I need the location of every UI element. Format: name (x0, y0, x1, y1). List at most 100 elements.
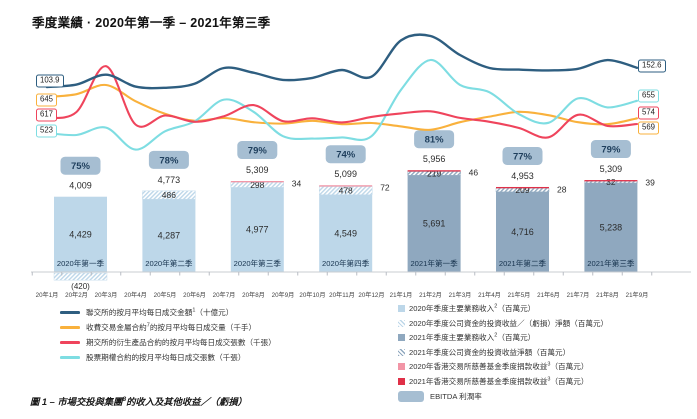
page-title: 季度業績 · 2020年第一季 – 2021年第三季 (32, 16, 271, 30)
month-label: 20年9月 (272, 291, 295, 299)
ebitda-badge (502, 146, 543, 165)
legend-bar-item-hatch2020: 2020年季度公司資金的投資收益／（虧損）淨額（百萬元） (398, 318, 608, 329)
quarter-label: 2020年第三季 (234, 258, 282, 268)
quarter-label: 2020年第一季 (57, 258, 105, 268)
month-label: 21年2月 (419, 291, 442, 299)
month-label: 20年5月 (154, 291, 177, 299)
sehk-line-swatch (60, 311, 80, 314)
endpoint-value-options: 523 (36, 124, 58, 138)
ebitda-margin-value: 77% (513, 151, 533, 162)
ebitda-badge (237, 141, 278, 160)
line-lme (45, 83, 639, 131)
core-revenue-value: 4,549 (334, 228, 357, 238)
ebitda-badge (325, 145, 366, 164)
investment-value: 486 (162, 190, 176, 200)
month-label: 20年3月 (95, 291, 118, 299)
endpoint-value-lme: 645 (36, 93, 58, 107)
legend-label: 2021年季度主要業務收入2（百萬元） (409, 332, 536, 343)
month-label: 21年4月 (478, 291, 501, 299)
ebitda-margin-value: 78% (159, 155, 179, 166)
investment-value: 298 (250, 180, 264, 190)
month-label: 21年9月 (626, 291, 649, 299)
legend-bar-item-solid2021: 2021年季度主要業務收入2（百萬元） (398, 332, 608, 343)
month-label: 20年6月 (183, 291, 206, 299)
donation-value: 34 (292, 179, 302, 189)
legend-line-item-lme: 收費交易金屬合約7的按月平均每日成交量（千手） (60, 322, 276, 333)
core-revenue-value: 4,716 (511, 227, 534, 237)
ebitda-margin-value: 75% (71, 161, 91, 172)
quarter-label: 2020年第四季 (322, 258, 370, 268)
line-options (45, 58, 639, 151)
quarter-label: 2021年第三季 (587, 258, 635, 268)
core-revenue-value: 5,238 (600, 222, 623, 232)
ebitda-margin-value: 79% (248, 146, 268, 157)
donation-value: 28 (557, 184, 567, 194)
endpoint-value-sehk: 103.9 (36, 74, 64, 88)
legend-bar-item-red: 2021年香港交易所慈善基金季度捐款收益3（百萬元） (398, 376, 608, 387)
month-label: 20年1月 (36, 291, 59, 299)
legend-bar-item-ebitda: EBITDA 利潤率 (398, 390, 608, 402)
legend-line-item-options: 股票期權合約的按月平均每日成交張數（千張） (60, 352, 276, 363)
legend-line-item-futures: 期交所的衍生產品合約的按月平均每日成交張數（千張） (60, 337, 276, 348)
legend-label: 2020年香港交易所慈善基金季度捐款收益3（百萬元） (409, 361, 589, 372)
legend-label: 聯交所的按月平均每日成交金額1（十億元） (86, 307, 234, 317)
donation-value: 39 (645, 178, 655, 188)
total-revenue-value: 5,956 (423, 154, 446, 164)
quarter-bar-6: 209 28 4,716 4,953 77% 2021年第二季 (495, 146, 567, 272)
ebitda-margin-value: 74% (336, 150, 356, 161)
investment-value: 32 (606, 177, 616, 187)
total-revenue-value: 4,773 (158, 175, 181, 185)
legend-label: 2020年季度主要業務收入2（百萬元） (409, 303, 536, 313)
month-label: 20年10月 (299, 291, 325, 299)
ebitda-badge (148, 150, 189, 169)
market-activity-chart: (420) 4,429 4,009 75% 2020年第一季 486 4,287 4,773 7… (31, 33, 691, 299)
pink-swatch (398, 363, 405, 371)
donation-value: 46 (469, 168, 479, 178)
month-label: 20年12月 (358, 291, 384, 299)
quarter-bar-3: 298 34 4,977 5,309 79% 2020年第三季 (230, 141, 302, 272)
legend-bar-item-pink: 2020年香港交易所慈善基金季度捐款收益3（百萬元） (398, 361, 608, 372)
endpoint-value-lme: 569 (638, 121, 660, 135)
solid2020-swatch (398, 305, 405, 312)
month-label: 21年1月 (390, 291, 413, 299)
quarter-bar-5: 219 46 5,691 5,956 81% 2021年第一季 (407, 130, 479, 272)
hatch2021-swatch (398, 348, 405, 356)
legend-bar-series: 2020年季度主要業務收入2（百萬元） 2020年季度公司資金的投資收益／（虧損）… (398, 303, 608, 402)
endpoint-value-options: 655 (638, 89, 660, 103)
line-futures (45, 65, 639, 139)
quarter-bars: (420) 4,429 4,009 75% 2020年第一季 486 4,287 4,773 7… (53, 130, 655, 291)
ebitda-margin-value: 79% (601, 145, 621, 156)
ebitda-badge (590, 140, 631, 159)
core-revenue-value: 4,977 (246, 225, 269, 235)
endpoint-value-futures: 574 (638, 106, 660, 120)
core-revenue-value: 5,691 (423, 219, 446, 229)
quarter-label: 2021年第二季 (499, 258, 547, 268)
quarter-bar-7: 32 39 5,238 5,309 79% 2021年第三季 (584, 140, 655, 272)
month-label: 21年6月 (537, 291, 560, 299)
legend-bar-item-hatch2021: 2021年季度公司資金的投資收益淨額（百萬元） (398, 347, 608, 358)
options-line-swatch (60, 356, 80, 359)
total-revenue-value: 5,309 (600, 164, 623, 174)
month-label: 20年8月 (242, 291, 265, 299)
total-revenue-value: 4,009 (69, 181, 92, 191)
quarter-bar-4: 478 72 4,549 5,099 74% 2020年第四季 (319, 145, 390, 272)
ebitda-margin-value: 81% (425, 135, 445, 146)
legend-line-series: 聯交所的按月平均每日成交金額1（十億元） 收費交易金屬合約7的按月平均每日成交量（… (60, 307, 276, 363)
caption-text-2: 的收入及其他收益／（虧損） (126, 397, 247, 407)
legend-label: 2021年香港交易所慈善基金季度捐款收益3（百萬元） (409, 376, 589, 386)
donation-value: 72 (380, 183, 390, 193)
quarter-bar-2: 486 4,287 4,773 78% 2020年第二季 (142, 150, 196, 272)
investment-loss-value: (420) (71, 282, 90, 291)
core-revenue-value: 4,287 (158, 231, 181, 241)
legend-bar-item-solid2020: 2020年季度主要業務收入2（百萬元） (398, 303, 608, 314)
core-revenue-value: 4,429 (69, 229, 92, 239)
caption-footnote: 8 (122, 395, 127, 403)
total-revenue-value: 4,953 (511, 171, 534, 181)
month-label: 21年7月 (567, 291, 590, 299)
x-axis (31, 271, 691, 276)
legend-label: EBITDA 利潤率 (430, 391, 482, 401)
lme-line-swatch (60, 326, 80, 329)
ebitda-badge (414, 130, 455, 149)
legend-label: 股票期權合約的按月平均每日成交張數（千張） (86, 353, 246, 362)
ebitda-badge (60, 156, 101, 175)
